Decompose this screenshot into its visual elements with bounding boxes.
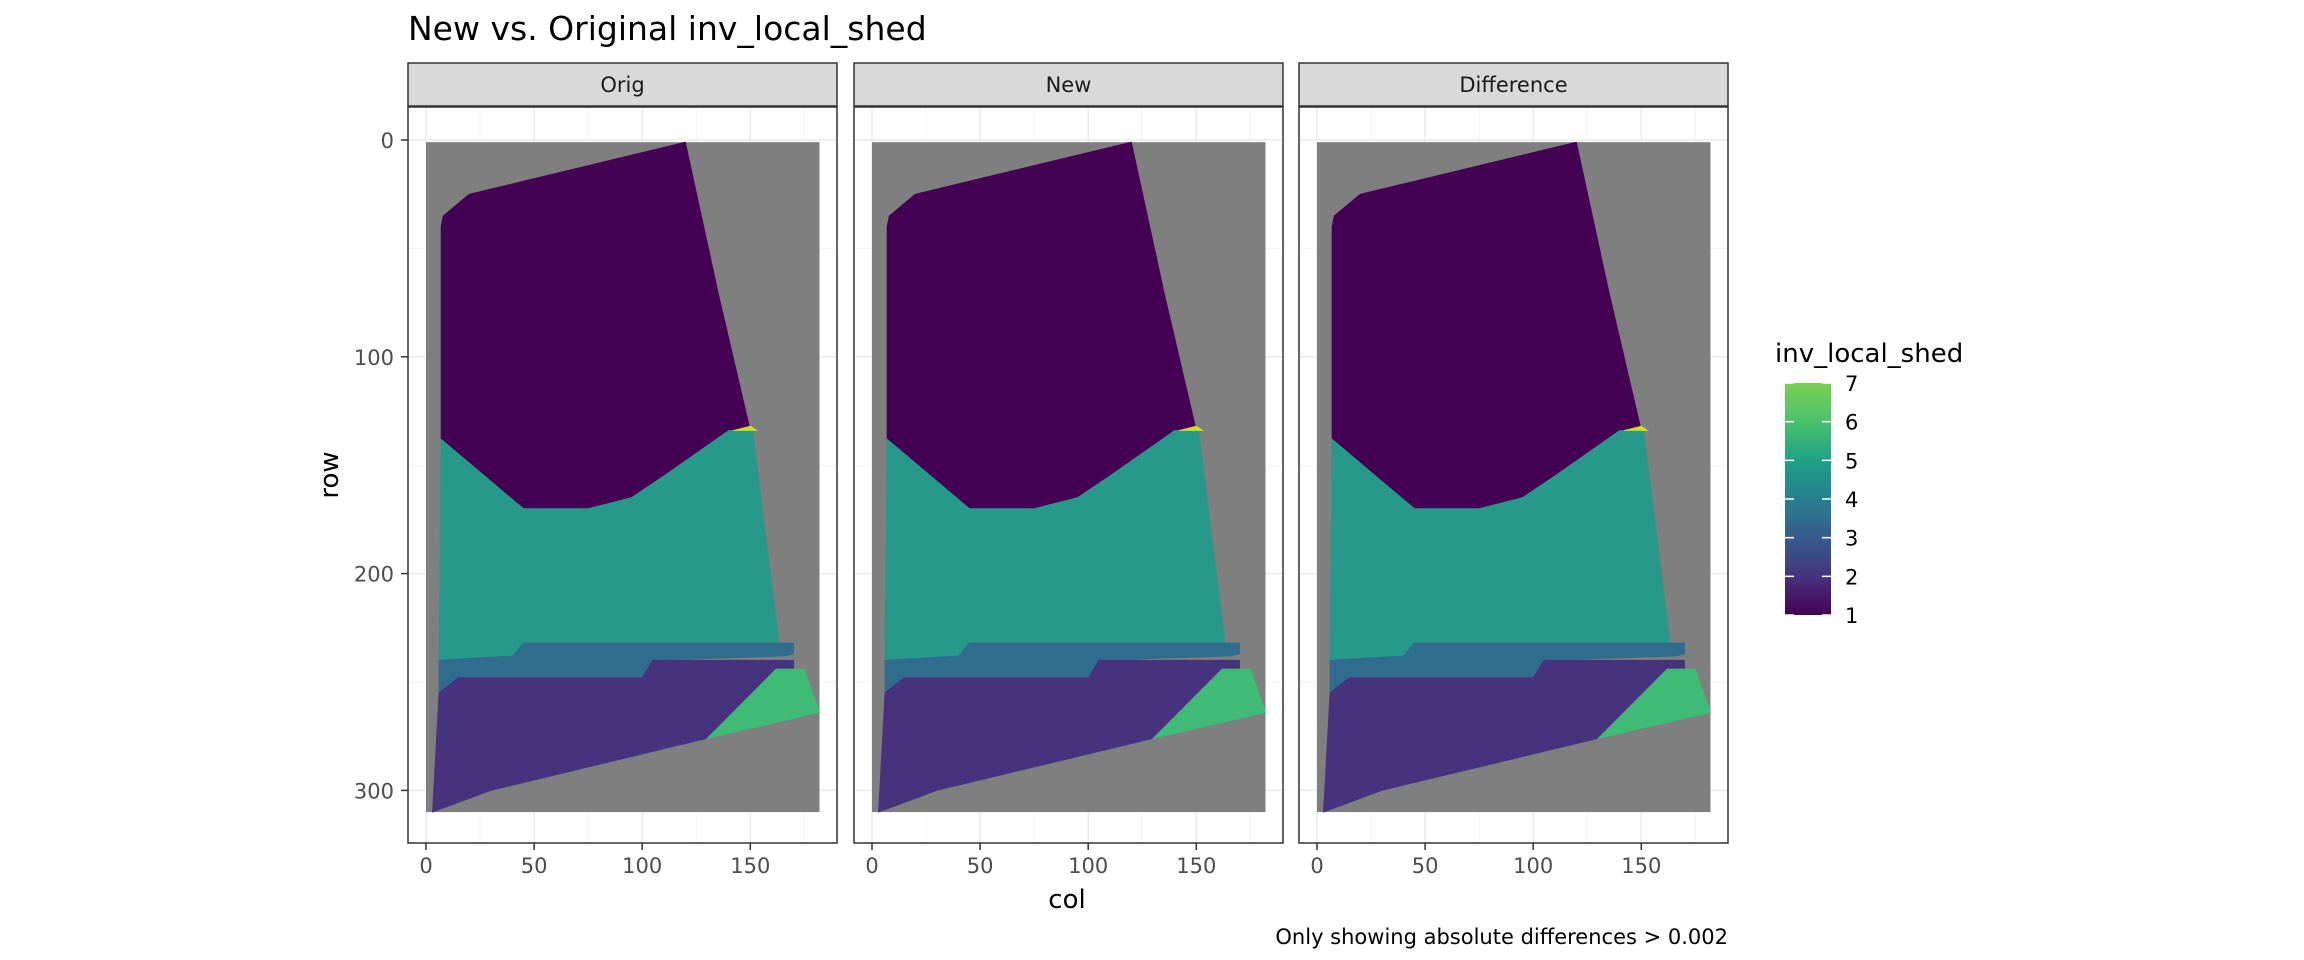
facet-strip	[853, 62, 1284, 107]
facet-panel-new: New 0 50 100 150	[853, 62, 1284, 878]
y-tick-label: 0	[381, 129, 394, 153]
y-axis-label: row	[315, 451, 345, 498]
region-value-7	[1623, 425, 1650, 431]
legend-tick-label: 4	[1845, 488, 1858, 512]
legend-tick-label: 2	[1845, 565, 1858, 589]
x-tick-label: 150	[1176, 854, 1216, 878]
facet-panel-orig: Orig 0 50 100 150 0 100 200 300	[354, 62, 838, 878]
y-tick-label: 200	[354, 563, 394, 587]
legend-tick-label: 6	[1845, 411, 1858, 435]
region-value-6	[1596, 668, 1712, 740]
legend-title: inv_local_shed	[1775, 339, 1963, 369]
y-tick-label: 100	[354, 346, 394, 370]
x-axis-label: col	[1048, 885, 1085, 915]
x-tick-label: 50	[1412, 854, 1439, 878]
chart-title: New vs. Original inv_local_shed	[408, 9, 927, 48]
x-tick-label: 100	[1513, 854, 1553, 878]
region-value-6	[705, 668, 821, 740]
facet-strip	[1298, 62, 1729, 107]
x-tick-label: 0	[865, 854, 878, 878]
facet-strip-label: New	[1046, 73, 1092, 97]
legend-tick-label: 1	[1845, 604, 1858, 628]
y-tick-label: 300	[354, 779, 394, 803]
x-tick-label: 100	[1068, 854, 1108, 878]
chart-caption: Only showing absolute differences > 0.00…	[1275, 925, 1728, 949]
x-tick-label: 150	[1621, 854, 1661, 878]
legend-tick-label: 3	[1845, 527, 1858, 551]
panel-border	[407, 106, 838, 844]
x-tick-label: 0	[1310, 854, 1323, 878]
x-tick-label: 50	[521, 854, 548, 878]
facet-strip-label: Difference	[1459, 73, 1567, 97]
x-tick-label: 100	[622, 854, 662, 878]
facet-strip	[407, 62, 838, 107]
legend-colorbar: 1 2 3 4 5 6 7	[1785, 372, 1858, 628]
region-value-6	[1151, 668, 1267, 740]
panel-border	[1298, 106, 1729, 844]
facet-panel-difference: Difference 0 50 100 150	[1298, 62, 1729, 878]
legend: inv_local_shed 1 2 3 4 5 6 7	[1775, 339, 1963, 628]
facet-strip-label: Orig	[600, 73, 644, 97]
x-tick-label: 0	[419, 854, 432, 878]
legend-tick-label: 5	[1845, 449, 1858, 473]
region-value-7	[1178, 425, 1205, 431]
region-value-7	[732, 425, 759, 431]
legend-tick-label: 7	[1845, 372, 1858, 396]
panel-border	[853, 106, 1284, 844]
x-tick-label: 50	[967, 854, 994, 878]
x-tick-label: 150	[730, 854, 770, 878]
